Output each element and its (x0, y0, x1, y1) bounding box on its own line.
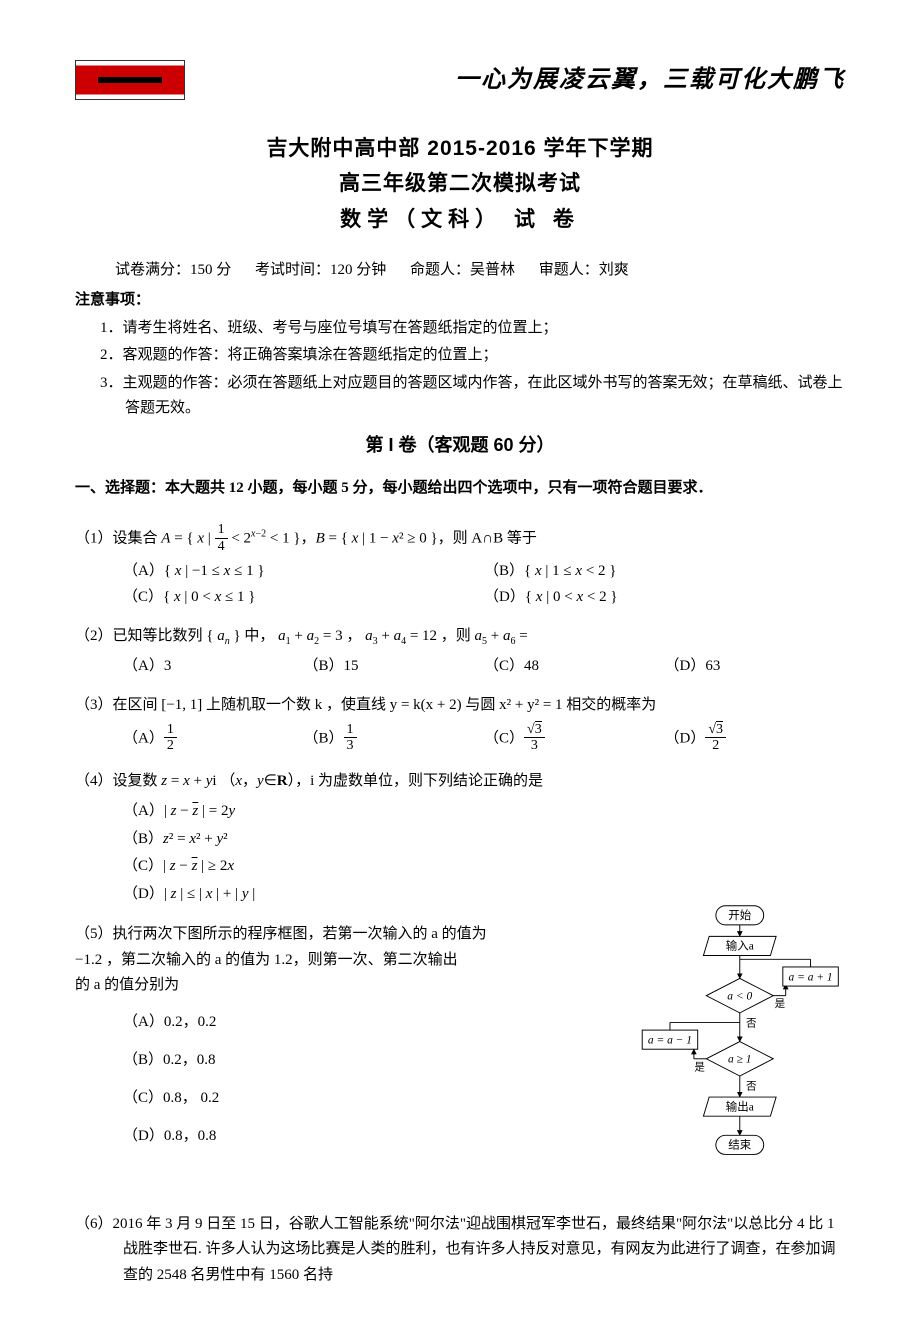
q2-stem: （2）已知等比数列 { an } 中， a1 + a2 = 3 ， a3 + a… (75, 624, 845, 650)
q3-number: （3） (75, 697, 113, 713)
q2-number: （2） (75, 628, 113, 644)
school-motto: 一心为展凌云翼，三载可化大鹏飞 (455, 60, 845, 101)
flow-cond1-label: a < 0 (727, 990, 752, 1002)
flow-proc2-label: a = a − 1 (648, 1034, 692, 1046)
q2-option-a: （A）3 (123, 654, 304, 680)
header: 一心为展凌云翼，三载可化大鹏飞 (75, 60, 845, 101)
q4-number: （4） (75, 773, 113, 789)
question-5: （5）执行两次下图所示的程序框图，若第一次输入的 a 的值为 −1.2 ，第二次… (75, 922, 615, 1155)
title-line-2: 高三年级第二次模拟考试 (75, 166, 845, 202)
notice-heading: 注意事项： (75, 288, 845, 314)
q6-stem: （6）2016 年 3 月 9 日至 15 日，谷歌人工智能系统"阿尔法"迎战围… (75, 1212, 845, 1289)
q3-options: （A）12 （B）13 （C）√33 （D）√32 (75, 723, 845, 755)
school-logo (75, 60, 185, 100)
q2-options: （A）3 （B）15 （C）48 （D）63 (75, 654, 845, 680)
flow-end-label: 结束 (728, 1139, 751, 1152)
flowchart-svg: 开始 输入a a < 0 是 a = a + 1 (625, 862, 845, 1202)
q2-option-d: （D）63 (665, 654, 846, 680)
notice-item-2: 2．客观题的作答：将正确答案填涂在答题纸指定的位置上； (100, 343, 845, 369)
q5-options: （A）0.2，0.2 （B）0.2，0.8 （C）0.8， 0.2 （D）0.8… (75, 1003, 615, 1155)
q1-stem: （1）设集合 A = { x | 14 < 2x−2 < 1 }，B = { x… (75, 523, 845, 555)
flow-cond2-yes: 是 (694, 1061, 705, 1073)
q2-option-b: （B）15 (304, 654, 485, 680)
flow-start-label: 开始 (728, 908, 751, 922)
notice-item-3: 3．主观题的作答：必须在答题纸上对应题目的答题区域内作答，在此区域外书写的答案无… (100, 371, 845, 422)
exam-title: 吉大附中高中部 2015-2016 学年下学期 高三年级第二次模拟考试 数学（文… (75, 131, 845, 238)
flowchart-diagram: 开始 输入a a < 0 是 a = a + 1 (625, 862, 845, 1212)
title-line-3: 数学（文科） 试 卷 (75, 202, 845, 238)
question-3: （3）在区间 [−1, 1] 上随机取一个数 k ，使直线 y = k(x + … (75, 693, 845, 754)
notice-item-1: 1．请考生将姓名、班级、考号与座位号填写在答题纸指定的位置上； (100, 316, 845, 342)
q4-options: （A）| z − z | = 2y （B）z² = x² + y² （C）| z… (75, 798, 845, 908)
q3-option-c: （C）√33 (484, 723, 665, 755)
flow-proc1-label: a = a + 1 (788, 971, 832, 983)
q1-option-c: （C）{ x | 0 < x ≤ 1 } (123, 585, 484, 611)
q3-option-b: （B）13 (304, 723, 485, 755)
meta-duration: 考试时间：120 分钟 (255, 258, 386, 284)
meta-reviewer: 审题人：刘爽 (539, 258, 629, 284)
q4-option-a: （A）| z − z | = 2y (123, 799, 845, 825)
q6-number: （6） (75, 1216, 113, 1232)
q4-option-d: （D）| z | ≤ | x | + | y | (123, 882, 845, 908)
q4-option-c: （C）| z − z | ≥ 2x (123, 854, 845, 880)
q5-stem: （5）执行两次下图所示的程序框图，若第一次输入的 a 的值为 −1.2 ，第二次… (75, 922, 615, 999)
q2-option-c: （C）48 (484, 654, 665, 680)
q1-options: （A）{ x | −1 ≤ x ≤ 1 } （B）{ x | 1 ≤ x < 2… (75, 559, 845, 610)
section-1-title: 第 I 卷（客观题 60 分） (75, 430, 845, 461)
q1-number: （1） (75, 531, 113, 547)
q1-option-a: （A）{ x | −1 ≤ x ≤ 1 } (123, 559, 484, 585)
meta-author: 命题人：吴普林 (410, 258, 515, 284)
flow-cond2-label: a ≥ 1 (728, 1054, 752, 1066)
q3-stem: （3）在区间 [−1, 1] 上随机取一个数 k ，使直线 y = k(x + … (75, 693, 845, 719)
question-1: （1）设集合 A = { x | 14 < 2x−2 < 1 }，B = { x… (75, 523, 845, 610)
flow-cond1-no: 否 (746, 1017, 757, 1029)
flow-cond2-no: 否 (746, 1080, 757, 1092)
q1-option-b: （B）{ x | 1 ≤ x < 2 } (484, 559, 845, 585)
question-4: （4）设复数 z = x + yi （x，y∈R），i 为虚数单位，则下列结论正… (75, 769, 845, 909)
q5-option-a: （A）0.2，0.2 (123, 1004, 615, 1040)
flow-output-label: 输出a (726, 1099, 754, 1113)
q4-stem: （4）设复数 z = x + yi （x，y∈R），i 为虚数单位，则下列结论正… (75, 769, 845, 795)
title-line-1: 吉大附中高中部 2015-2016 学年下学期 (75, 131, 845, 167)
flow-input-label: 输入a (726, 939, 754, 953)
question-2: （2）已知等比数列 { an } 中， a1 + a2 = 3 ， a3 + a… (75, 624, 845, 679)
meta-full-score: 试卷满分：150 分 (115, 258, 231, 284)
question-6: （6）2016 年 3 月 9 日至 15 日，谷歌人工智能系统"阿尔法"迎战围… (75, 1212, 845, 1289)
q3-option-a: （A）12 (123, 723, 304, 755)
q1-option-d: （D）{ x | 0 < x < 2 } (484, 585, 845, 611)
q5-option-c: （C）0.8， 0.2 (123, 1080, 615, 1116)
notice-list: 1．请考生将姓名、班级、考号与座位号填写在答题纸指定的位置上； 2．客观题的作答… (75, 316, 845, 422)
part-1-description: 一、选择题：本大题共 12 小题，每小题 5 分，每小题给出四个选项中，只有一项… (75, 472, 845, 505)
q5-number: （5） (75, 926, 113, 942)
q5-option-b: （B）0.2，0.8 (123, 1042, 615, 1078)
q4-option-b: （B）z² = x² + y² (123, 827, 845, 853)
q3-option-d: （D）√32 (665, 723, 846, 755)
exam-meta: 试卷满分：150 分 考试时间：120 分钟 命题人：吴普林 审题人：刘爽 (75, 258, 845, 284)
flow-cond1-yes: 是 (775, 998, 786, 1010)
q5-option-d: （D）0.8，0.8 (123, 1118, 615, 1154)
